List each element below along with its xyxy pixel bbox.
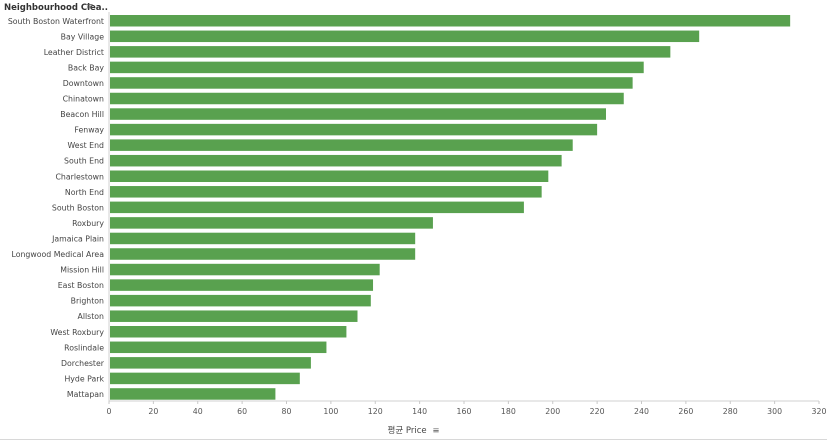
category-label[interactable]: North End	[65, 188, 104, 197]
category-label[interactable]: South Boston	[52, 203, 104, 212]
bar-jamaica-plain[interactable]	[110, 233, 415, 245]
category-label[interactable]: Downtown	[63, 79, 104, 88]
category-label[interactable]: Mattapan	[67, 390, 104, 399]
category-label[interactable]: Jamaica Plain	[51, 234, 104, 243]
bar-leather-district[interactable]	[110, 46, 670, 58]
x-tick-label: 140	[412, 407, 427, 416]
bar-longwood-medical-area[interactable]	[110, 248, 415, 260]
category-label[interactable]: Leather District	[44, 48, 104, 57]
x-axis-ticks: 0 20 40 60 80 100 120 140 160 180 200 220 240 260 280 3…	[107, 401, 827, 416]
bar-east-boston[interactable]	[110, 279, 373, 291]
x-tick-label: 160	[457, 407, 472, 416]
bar-charlestown[interactable]	[110, 171, 548, 183]
bar-west-end[interactable]	[110, 139, 573, 151]
x-axis-title[interactable]: 평균 Price ≡	[0, 424, 827, 436]
x-tick-label: 60	[237, 407, 247, 416]
x-tick-label: 100	[323, 407, 338, 416]
bar-south-end[interactable]	[110, 155, 562, 167]
category-label[interactable]: South Boston Waterfront	[8, 17, 104, 26]
sort-icon[interactable]: ≡	[432, 426, 439, 436]
bar-dorchester[interactable]	[110, 357, 311, 369]
bar-downtown[interactable]	[110, 77, 633, 89]
bar-mission-hill[interactable]	[110, 264, 380, 276]
x-tick-label: 240	[634, 407, 649, 416]
bar-south-boston-waterfront[interactable]	[110, 15, 790, 27]
category-label[interactable]: Hyde Park	[64, 374, 104, 383]
category-label[interactable]: Dorchester	[61, 359, 105, 368]
category-label[interactable]: Longwood Medical Area	[11, 250, 104, 259]
x-tick-label: 120	[368, 407, 383, 416]
category-label[interactable]: Roslindale	[64, 343, 104, 352]
bar-bay-village[interactable]	[110, 31, 699, 43]
category-label[interactable]: Brighton	[71, 297, 104, 306]
x-axis-title-text: 평균 Price	[388, 426, 427, 436]
x-tick-label: 20	[148, 407, 158, 416]
x-tick-label: 180	[501, 407, 516, 416]
bar-fenway[interactable]	[110, 124, 597, 136]
category-label[interactable]: Beacon Hill	[60, 110, 104, 119]
category-label[interactable]: Charlestown	[55, 172, 104, 181]
category-label[interactable]: Allston	[78, 312, 105, 321]
bar-roxbury[interactable]	[110, 217, 433, 229]
x-tick-label: 40	[193, 407, 203, 416]
category-label[interactable]: Chinatown	[63, 95, 104, 104]
category-label[interactable]: East Boston	[58, 281, 104, 290]
bar-west-roxbury[interactable]	[110, 326, 346, 338]
x-tick-label: 280	[723, 407, 738, 416]
category-label[interactable]: Back Bay	[68, 63, 105, 72]
x-tick-label: 260	[678, 407, 693, 416]
bar-chart: South Boston Waterfront Bay Village Leathe…	[0, 0, 827, 424]
category-label[interactable]: West Roxbury	[50, 328, 104, 337]
bar-north-end[interactable]	[110, 186, 542, 198]
bottom-divider	[0, 439, 827, 440]
category-label[interactable]: Bay Village	[61, 32, 105, 41]
category-label[interactable]: South End	[64, 157, 104, 166]
x-tick-label: 200	[545, 407, 560, 416]
bar-hyde-park[interactable]	[110, 373, 300, 385]
category-label[interactable]: Fenway	[74, 126, 104, 135]
bar-allston[interactable]	[110, 310, 358, 322]
bar-chinatown[interactable]	[110, 93, 624, 105]
bar-south-boston[interactable]	[110, 202, 524, 214]
bar-mattapan[interactable]	[110, 388, 275, 400]
category-labels: South Boston Waterfront Bay Village Leathe…	[8, 17, 105, 399]
category-label[interactable]: Roxbury	[72, 219, 104, 228]
category-label[interactable]: Mission Hill	[60, 266, 104, 275]
x-tick-label: 80	[282, 407, 292, 416]
bar-brighton[interactable]	[110, 295, 371, 307]
x-tick-label: 0	[107, 407, 112, 416]
x-tick-label: 300	[767, 407, 782, 416]
bar-back-bay[interactable]	[110, 62, 644, 74]
category-label[interactable]: West End	[68, 141, 105, 150]
bars-layer	[110, 15, 790, 400]
x-tick-label: 320	[812, 407, 827, 416]
x-tick-label: 220	[590, 407, 605, 416]
bar-beacon-hill[interactable]	[110, 108, 606, 120]
bar-roslindale[interactable]	[110, 342, 326, 354]
